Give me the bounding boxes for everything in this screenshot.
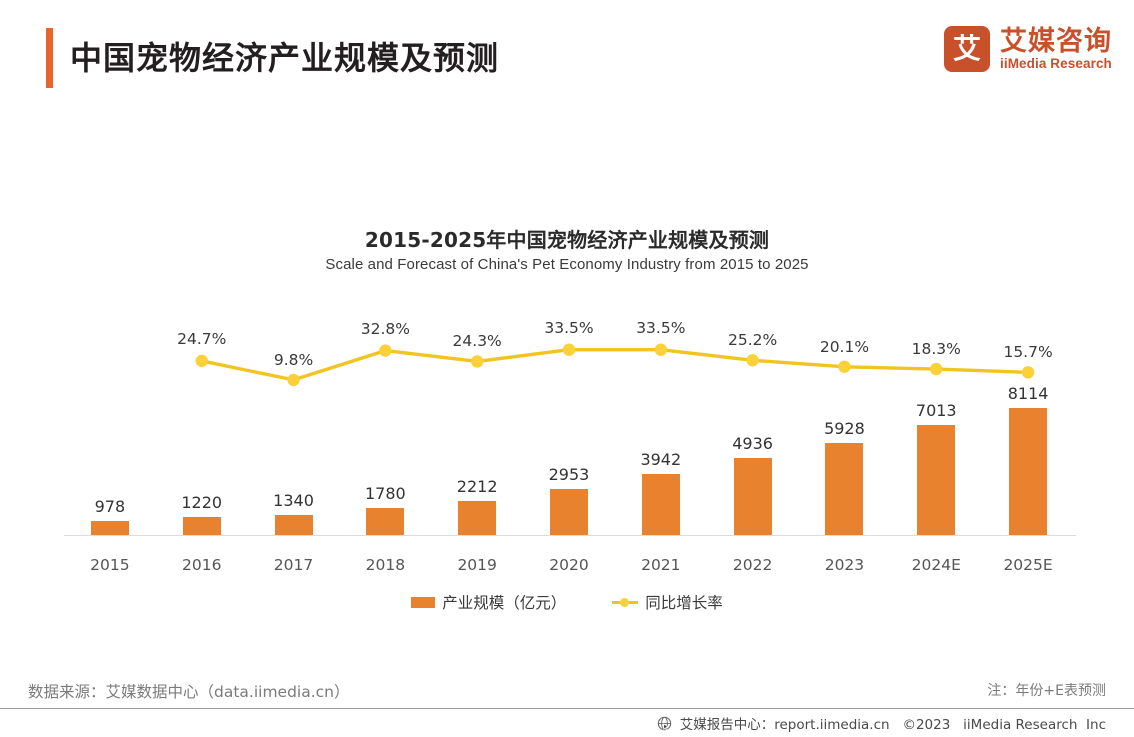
legend-bar-swatch-icon	[411, 596, 436, 608]
page-footer: 艾媒报告中心：report.iimedia.cn ©2023 iiMedia R…	[0, 709, 1134, 737]
globe-icon	[657, 716, 671, 730]
x-axis-tick: 2016	[181, 556, 222, 574]
growth-rate-label: 33.5%	[544, 318, 594, 337]
growth-rate-label: 15.7%	[1003, 343, 1053, 362]
x-axis-tick: 2017	[273, 556, 314, 574]
chart-plot-area: 978 1220 1340 1780 2212 2953 3942 4936 5928 7013 8…	[64, 300, 1074, 536]
bar-value-label: 3942	[640, 449, 682, 469]
chart-title: 2015-2025年中国宠物经济产业规模及预测	[364, 228, 770, 252]
growth-line-series	[195, 343, 1035, 387]
bar-value-label: 2212	[456, 477, 498, 497]
bar[interactable]	[182, 516, 221, 536]
legend-item-bar[interactable]: 产业规模（亿元）	[411, 591, 566, 613]
growth-line-point[interactable]	[195, 354, 208, 368]
x-axis-tick: 2023	[824, 556, 865, 574]
growth-line-point[interactable]	[379, 344, 392, 357]
x-axis-line	[64, 535, 1076, 536]
x-axis-tick: 2025E	[1003, 556, 1053, 574]
legend-label-bar: 产业规模（亿元）	[442, 594, 567, 612]
growth-rate-label: 9.8%	[273, 350, 314, 369]
growth-line-point[interactable]	[746, 354, 759, 367]
x-axis-tick: 2020	[549, 556, 589, 574]
growth-line-point[interactable]	[562, 343, 576, 356]
data-source-note: 数据来源：艾媒数据中心（data.iimedia.cn）	[28, 683, 350, 701]
bar-column[interactable]: 5928	[799, 300, 891, 536]
bar-value-label: 1340	[273, 490, 314, 510]
bar[interactable]	[1009, 408, 1048, 536]
bar[interactable]	[458, 501, 497, 536]
brand-text-group: 艾媒咨询 iiMedia Research	[1000, 27, 1112, 72]
page-title: 中国宠物经济产业规模及预测	[70, 39, 500, 77]
x-axis-tick: 2021	[641, 556, 681, 574]
chart-legend: 产业规模（亿元） 同比增长率	[0, 591, 1134, 613]
bar-column[interactable]: 2212	[431, 300, 523, 536]
bar-column[interactable]: 1220	[156, 300, 248, 536]
x-axis-tick: 2019	[457, 556, 497, 574]
bar[interactable]	[549, 489, 588, 536]
brand-name-cn: 艾媒咨询	[1000, 25, 1112, 57]
growth-rate-label: 25.2%	[728, 331, 778, 350]
growth-line-point[interactable]	[930, 362, 943, 376]
legend-label-line: 同比增长率	[645, 594, 723, 612]
growth-rate-label: 33.5%	[636, 318, 686, 337]
bar[interactable]	[366, 507, 405, 536]
x-axis-tick-labels: 2015 2016 2017 2018 2019 2020 2021 2022 2023 2024…	[64, 548, 1074, 574]
bar-value-label: 1780	[364, 483, 406, 503]
bar[interactable]	[825, 442, 864, 536]
x-axis-tick: 2024E	[911, 556, 961, 574]
bar-column[interactable]: 1340	[248, 300, 340, 536]
bar-column[interactable]: 978	[64, 300, 156, 536]
growth-rate-label: 20.1%	[819, 337, 870, 356]
x-axis-tick: 2018	[365, 556, 406, 574]
chart-subtitle: Scale and Forecast of China's Pet Econom…	[325, 256, 809, 273]
bar-column[interactable]: 4936	[707, 300, 799, 536]
bar[interactable]	[274, 514, 313, 536]
bar-column[interactable]: 2953	[523, 300, 615, 536]
bar-column[interactable]: 1780	[339, 300, 431, 536]
legend-item-line[interactable]: 同比增长率	[612, 591, 723, 613]
bar-value-label: 8114	[1007, 384, 1049, 403]
growth-rate-label: 32.8%	[360, 319, 410, 338]
growth-line-path	[200, 348, 1030, 382]
bar-column[interactable]: 3942	[615, 300, 707, 536]
bar-value-label: 1220	[181, 492, 223, 512]
bar[interactable]	[641, 473, 680, 536]
growth-line-point[interactable]	[654, 343, 668, 356]
bar-value-label: 2953	[548, 465, 590, 485]
x-axis-tick: 2015	[90, 556, 130, 574]
page-header: 中国宠物经济产业规模及预测 艾 艾媒咨询 iiMedia Research	[0, 0, 1134, 118]
brand-name-en: iiMedia Research	[1000, 55, 1112, 71]
forecast-note: 注：年份+E表预测	[987, 683, 1106, 699]
growth-rate-label: 24.7%	[177, 329, 227, 348]
growth-line-point[interactable]	[470, 355, 484, 368]
bar-value-label: 4936	[732, 434, 773, 454]
growth-line-point[interactable]	[838, 360, 851, 373]
footer-divider	[0, 708, 1134, 709]
bar-value-label: 978	[94, 496, 126, 516]
brand-mark-icon: 艾	[944, 26, 990, 72]
bar-column[interactable]: 7013	[890, 300, 982, 536]
bar[interactable]	[733, 458, 772, 536]
growth-rate-label: 18.3%	[911, 340, 961, 359]
growth-line-point[interactable]	[287, 373, 300, 387]
brand-logo: 艾 艾媒咨询 iiMedia Research	[944, 26, 1112, 72]
bar[interactable]	[917, 425, 956, 536]
growth-line-point[interactable]	[1021, 366, 1035, 379]
bar-value-label: 5928	[824, 418, 865, 438]
legend-line-swatch-icon	[612, 596, 639, 608]
title-accent-bar	[46, 28, 53, 88]
x-axis-tick: 2022	[732, 556, 773, 574]
bar-value-label: 7013	[915, 401, 957, 421]
footer-report-center: 艾媒报告中心：report.iimedia.cn ©2023 iiMedia R…	[679, 717, 1106, 733]
bar-column[interactable]: 8114	[982, 300, 1074, 536]
bar[interactable]	[90, 520, 129, 536]
growth-rate-label: 24.3%	[452, 332, 502, 351]
